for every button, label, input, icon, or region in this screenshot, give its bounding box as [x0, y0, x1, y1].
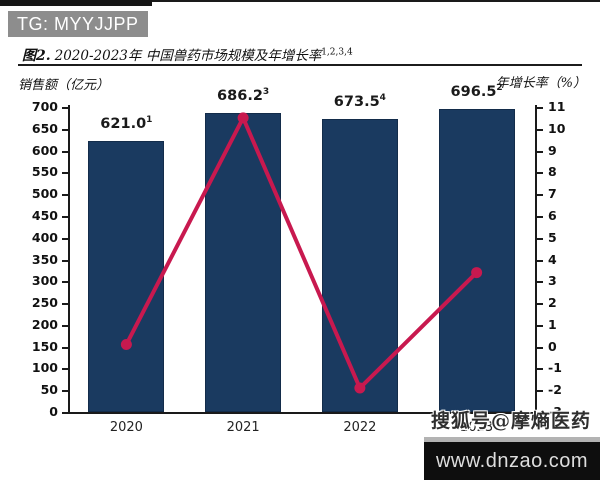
y-left-tick — [62, 324, 68, 327]
y-left-tick — [62, 281, 68, 284]
chart-title: 图2. 2020-2023年 中国兽药市场规模及年增长率1,2,3,4 — [22, 44, 353, 65]
y-right-tick-label: 9 — [548, 142, 557, 158]
bar-value-label: 696.52 — [450, 82, 503, 100]
y-left-tick-label: 550 — [31, 164, 58, 180]
y-right-tick — [537, 390, 543, 393]
top-border-thick-segment — [0, 0, 152, 6]
y-right-tick — [537, 324, 543, 327]
bar-value-label: 673.54 — [333, 92, 386, 110]
y-right-tick — [537, 237, 543, 240]
y-right-tick-label: 6 — [548, 207, 557, 223]
y-right-tick-label: 11 — [548, 99, 566, 114]
y-right-tick — [537, 107, 543, 109]
website-url: www.dnzao.com — [435, 449, 589, 472]
y-left-tick — [62, 390, 68, 393]
y-left-tick-label: 300 — [31, 273, 58, 289]
y-left-tick — [62, 172, 68, 175]
market-size-bar — [88, 141, 165, 412]
y-right-tick-label: 1 — [548, 316, 557, 332]
y-left-tick — [62, 259, 68, 262]
y-left-tick-label: 0 — [49, 404, 58, 419]
growth-line — [124, 113, 479, 392]
bar-value-footnote: 2 — [496, 82, 503, 93]
bar-value-footnote: 4 — [379, 92, 386, 103]
y-right-tick — [537, 259, 543, 262]
y-right-tick-label: -1 — [548, 360, 562, 376]
market-size-bar — [321, 118, 398, 412]
y-right-tick — [537, 215, 543, 218]
title-footnote-superscript: 1,2,3,4 — [321, 47, 353, 58]
sohu-account-watermark: 搜狐号@摩熵医药 — [431, 410, 592, 432]
y-left-tick — [62, 150, 68, 153]
y-left-tick-label: 200 — [31, 316, 58, 332]
y-left-tick-label: 150 — [31, 338, 58, 354]
y-left-tick — [62, 194, 68, 197]
y-left-tick-label: 450 — [31, 207, 58, 223]
bar-value-footnote: 3 — [262, 87, 270, 97]
y-right-tick-label: 5 — [548, 229, 557, 245]
y-left-tick-label: 50 — [40, 382, 58, 398]
y-left-tick-label: 350 — [31, 251, 58, 267]
y-left-tick-label: 250 — [31, 295, 58, 311]
y-right-tick-label: 7 — [548, 186, 557, 202]
title-underline — [18, 64, 582, 66]
y-left-tick — [62, 412, 68, 414]
y-right-tick-label: 0 — [548, 338, 557, 354]
x-axis-category-label: 2020 — [109, 420, 143, 435]
y-right-tick-label: 3 — [548, 273, 557, 289]
y-right-tick — [537, 128, 543, 131]
y-right-tick — [537, 412, 543, 414]
y-left-tick — [62, 128, 68, 131]
y-right-tick — [537, 172, 543, 175]
right-axis-caption: 年增长率（%） — [495, 76, 586, 91]
tg-channel-label: TG: MYYJJPP — [17, 13, 139, 34]
y-right-tick — [537, 150, 543, 153]
y-left-tick — [62, 215, 68, 218]
x-axis-category-label: 2021 — [226, 420, 260, 435]
market-size-bar — [205, 113, 282, 412]
y-left-tick-label: 600 — [31, 142, 58, 158]
y-right-tick-label: -3 — [548, 404, 562, 419]
figure-number-label: 图2. — [22, 48, 51, 64]
y-left-tick — [62, 237, 68, 240]
x-axis-category-label: 2023 — [460, 420, 494, 435]
y-right-tick-label: 10 — [548, 120, 566, 136]
x-axis-category-label: 2022 — [343, 420, 377, 435]
y-right-tick — [537, 281, 543, 284]
y-axis-right — [535, 105, 537, 414]
y-left-tick-label: 400 — [31, 229, 58, 245]
y-right-tick-label: -2 — [548, 382, 562, 398]
market-size-bar — [438, 108, 515, 412]
y-left-tick-label: 700 — [31, 99, 58, 114]
y-left-tick — [62, 346, 68, 349]
x-axis — [68, 412, 537, 414]
y-left-tick — [62, 303, 68, 306]
y-right-tick-label: 8 — [548, 164, 557, 180]
chart-title-text: 2020-2023年 中国兽药市场规模及年增长率 — [54, 48, 322, 64]
y-right-tick — [537, 303, 543, 306]
y-right-tick — [537, 194, 543, 197]
top-border-line — [0, 0, 600, 2]
y-right-tick-label: 4 — [548, 251, 557, 267]
bar-value-footnote: 1 — [146, 115, 153, 126]
y-left-tick — [62, 107, 68, 109]
y-left-tick — [62, 368, 68, 371]
tg-channel-badge: TG: MYYJJPP — [8, 11, 148, 37]
y-left-tick-label: 500 — [31, 186, 58, 202]
y-right-tick — [537, 346, 543, 349]
left-axis-caption: 销售额（亿元） — [18, 78, 110, 93]
y-left-tick-label: 650 — [31, 120, 58, 136]
y-right-tick-label: 2 — [548, 295, 557, 311]
y-right-tick — [537, 368, 543, 371]
website-banner: www.dnzao.com — [424, 437, 600, 480]
bar-value-label: 686.23 — [217, 87, 270, 104]
y-left-tick-label: 100 — [31, 360, 58, 376]
y-axis-left — [68, 105, 70, 414]
bar-value-label: 621.01 — [100, 115, 153, 133]
